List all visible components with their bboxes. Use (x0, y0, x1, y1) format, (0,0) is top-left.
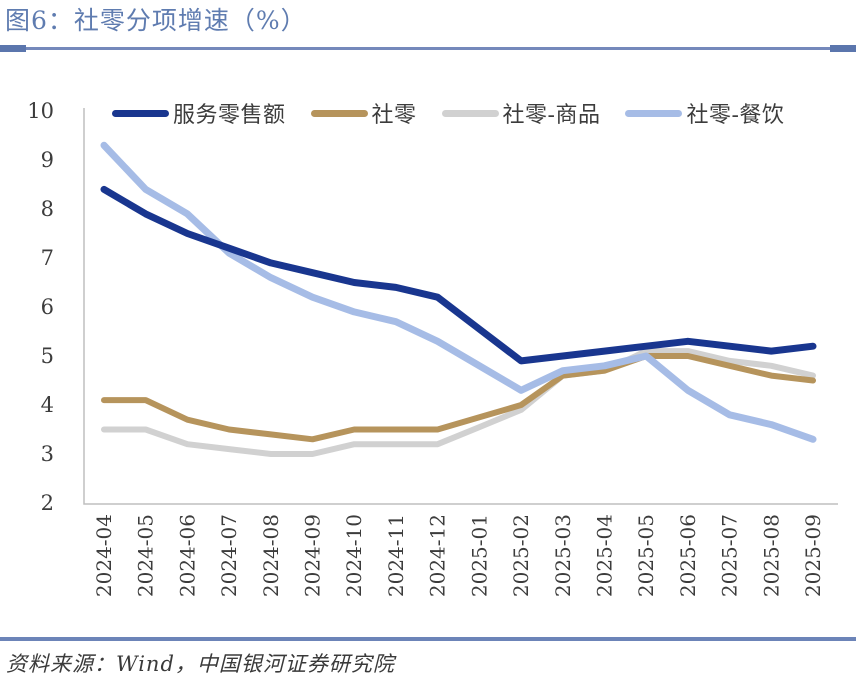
y-tick-label: 10 (27, 99, 54, 123)
legend-label: 社零 (371, 103, 417, 128)
x-tick-label: 2024-08 (259, 514, 283, 597)
source-note: 资料来源：Wind，中国银河证券研究院 (6, 652, 395, 676)
x-tick-label: 2025-01 (467, 514, 491, 597)
x-tick-label: 2024-11 (384, 514, 408, 597)
legend-item-services-retail: 服务零售额 (112, 97, 286, 129)
y-tick-label: 4 (41, 393, 54, 417)
chart-legend: 服务零售额 社零 社零-商品 社零-餐饮 (112, 98, 784, 128)
y-tick-label: 6 (41, 295, 54, 319)
x-tick-label: 2025-08 (759, 514, 783, 597)
legend-swatch-total-retail (310, 109, 368, 117)
y-tick-label: 3 (41, 442, 54, 466)
legend-label: 社零-餐饮 (686, 103, 785, 128)
x-tick-label: 2024-10 (342, 514, 366, 597)
y-tick-label: 7 (41, 246, 54, 270)
x-tick-label: 2024-09 (301, 514, 325, 597)
figure-title: 图6：社零分项增速（%） (5, 6, 307, 35)
x-tick-label: 2024-07 (217, 514, 241, 597)
legend-swatch-goods (441, 109, 499, 117)
plot-svg: 2 3 4 5 6 7 8 9 10 2024-04 2024-05 2024-06 2024-07 20… (27, 99, 838, 597)
title-divider-accent-right (830, 45, 856, 52)
x-tick-label: 2025-06 (676, 514, 700, 597)
x-tick-label: 2025-03 (551, 514, 575, 597)
footer-divider (0, 637, 856, 641)
y-tick-label: 5 (41, 344, 54, 368)
chart-area: 2 3 4 5 6 7 8 9 10 2024-04 2024-05 2024-06 2024-07 20… (0, 58, 856, 632)
legend-item-goods: 社零-商品 (441, 97, 601, 129)
x-tick-label: 2024-12 (426, 514, 450, 597)
axis-lines (83, 108, 838, 505)
y-tick-label: 9 (41, 148, 54, 172)
x-tick-label: 2024-04 (92, 514, 116, 597)
x-tick-label: 2025-05 (634, 514, 658, 597)
legend-swatch-catering (625, 109, 683, 117)
legend-swatch-services-retail (112, 109, 169, 117)
x-tick-label: 2025-04 (592, 514, 616, 597)
x-tick-label: 2025-07 (718, 514, 742, 597)
title-divider-line (0, 47, 856, 50)
series-line-1 (101, 353, 816, 443)
series-line-2 (101, 348, 816, 457)
legend-label: 服务零售额 (173, 103, 286, 128)
legend-label: 社零-商品 (502, 103, 601, 128)
y-tick-label: 2 (41, 491, 54, 515)
legend-item-catering: 社零-餐饮 (625, 97, 784, 129)
figure-header: 图6：社零分项增速（%） (0, 0, 856, 58)
title-divider (0, 45, 856, 52)
y-tick-label: 8 (41, 197, 54, 221)
figure-footer: 资料来源：Wind，中国银河证券研究院 (0, 632, 856, 686)
x-tick-label: 2024-06 (175, 514, 199, 597)
x-tick-label: 2024-05 (134, 514, 158, 597)
x-tick-label: 2025-02 (509, 514, 533, 597)
series-line-3 (100, 141, 817, 443)
title-divider-accent-left (0, 45, 26, 52)
legend-item-total-retail: 社零 (310, 97, 417, 129)
x-tick-label: 2025-09 (801, 514, 825, 597)
series-line-0 (100, 185, 817, 365)
